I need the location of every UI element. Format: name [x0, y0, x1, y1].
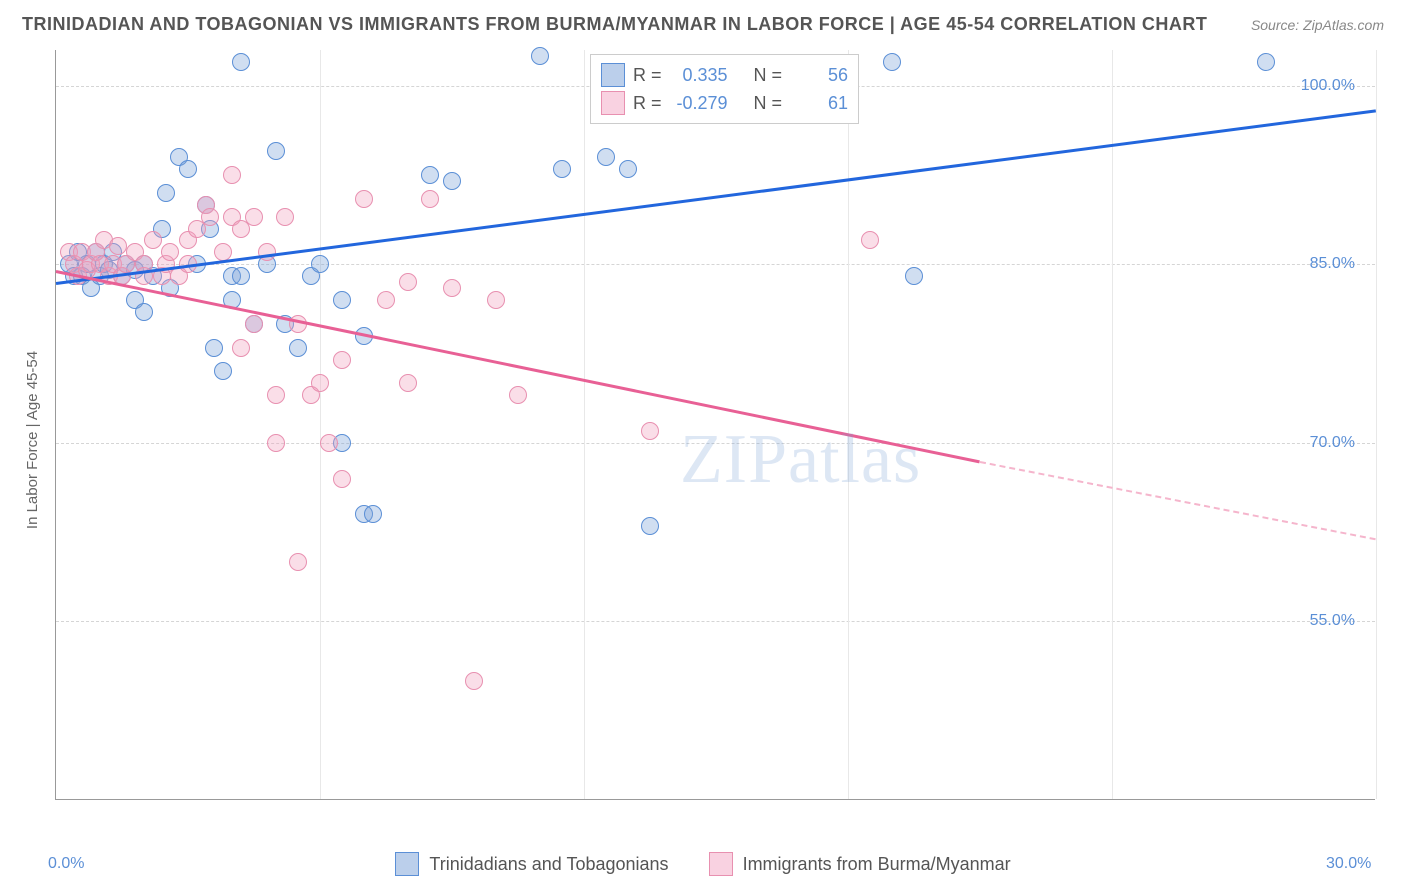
data-point	[399, 273, 417, 291]
r-value-series1: 0.335	[670, 65, 728, 86]
gridline-v	[1112, 50, 1113, 799]
y-axis-label: In Labor Force | Age 45-54	[24, 351, 41, 529]
data-point	[421, 166, 439, 184]
swatch-pink-icon	[601, 91, 625, 115]
chart-title: TRINIDADIAN AND TOBAGONIAN VS IMMIGRANTS…	[22, 14, 1207, 35]
data-point	[214, 362, 232, 380]
data-point	[311, 374, 329, 392]
data-point	[245, 315, 263, 333]
n-value-series1: 56	[790, 65, 848, 86]
r-label: R =	[633, 93, 662, 114]
data-point	[355, 190, 373, 208]
data-point	[232, 267, 250, 285]
data-point	[157, 184, 175, 202]
data-point	[487, 291, 505, 309]
trendline	[56, 110, 1376, 285]
data-point	[135, 303, 153, 321]
data-point	[883, 53, 901, 71]
data-point	[333, 470, 351, 488]
ytick-label: 70.0%	[1310, 434, 1355, 452]
data-point	[267, 386, 285, 404]
data-point	[1257, 53, 1275, 71]
data-point	[161, 243, 179, 261]
gridline-h	[56, 264, 1375, 265]
legend-label-series1: Trinidadians and Tobagonians	[429, 854, 668, 875]
data-point	[641, 422, 659, 440]
data-point	[364, 505, 382, 523]
data-point	[399, 374, 417, 392]
data-point	[320, 434, 338, 452]
r-label: R =	[633, 65, 662, 86]
ytick-label: 85.0%	[1310, 255, 1355, 273]
data-point	[223, 166, 241, 184]
data-point	[258, 243, 276, 261]
data-point	[443, 172, 461, 190]
ytick-label: 100.0%	[1301, 77, 1355, 95]
gridline-v	[848, 50, 849, 799]
data-point	[232, 339, 250, 357]
gridline-h	[56, 443, 1375, 444]
data-point	[333, 351, 351, 369]
data-point	[289, 553, 307, 571]
data-point	[311, 255, 329, 273]
gridline-v	[584, 50, 585, 799]
data-point	[905, 267, 923, 285]
stat-row-series2: R = -0.279 N = 61	[601, 89, 848, 117]
data-point	[509, 386, 527, 404]
data-point	[333, 291, 351, 309]
n-label: N =	[754, 65, 783, 86]
data-point	[201, 208, 219, 226]
data-point	[531, 47, 549, 65]
data-point	[205, 339, 223, 357]
data-point	[144, 231, 162, 249]
swatch-pink-icon	[709, 852, 733, 876]
n-value-series2: 61	[790, 93, 848, 114]
bottom-legend: Trinidadians and Tobagonians Immigrants …	[0, 852, 1406, 876]
data-point	[109, 237, 127, 255]
data-point	[465, 672, 483, 690]
legend-item-series2: Immigrants from Burma/Myanmar	[709, 852, 1011, 876]
gridline-h	[56, 621, 1375, 622]
data-point	[232, 53, 250, 71]
swatch-blue-icon	[601, 63, 625, 87]
n-label: N =	[754, 93, 783, 114]
gridline-v	[320, 50, 321, 799]
gridline-v	[1376, 50, 1377, 799]
plot-area: 55.0%70.0%85.0%100.0%0.0%30.0%	[55, 50, 1375, 800]
source-label: Source: ZipAtlas.com	[1251, 17, 1384, 33]
data-point	[597, 148, 615, 166]
trendline	[56, 270, 980, 463]
data-point	[421, 190, 439, 208]
data-point	[619, 160, 637, 178]
swatch-blue-icon	[395, 852, 419, 876]
data-point	[289, 339, 307, 357]
data-point	[443, 279, 461, 297]
data-point	[377, 291, 395, 309]
data-point	[245, 208, 263, 226]
data-point	[641, 517, 659, 535]
correlation-stats-box: R = 0.335 N = 56 R = -0.279 N = 61	[590, 54, 859, 124]
data-point	[179, 160, 197, 178]
data-point	[553, 160, 571, 178]
data-point	[276, 208, 294, 226]
trendline	[980, 461, 1376, 540]
data-point	[267, 434, 285, 452]
stat-row-series1: R = 0.335 N = 56	[601, 61, 848, 89]
r-value-series2: -0.279	[670, 93, 728, 114]
data-point	[861, 231, 879, 249]
legend-label-series2: Immigrants from Burma/Myanmar	[743, 854, 1011, 875]
data-point	[267, 142, 285, 160]
ytick-label: 55.0%	[1310, 612, 1355, 630]
legend-item-series1: Trinidadians and Tobagonians	[395, 852, 668, 876]
